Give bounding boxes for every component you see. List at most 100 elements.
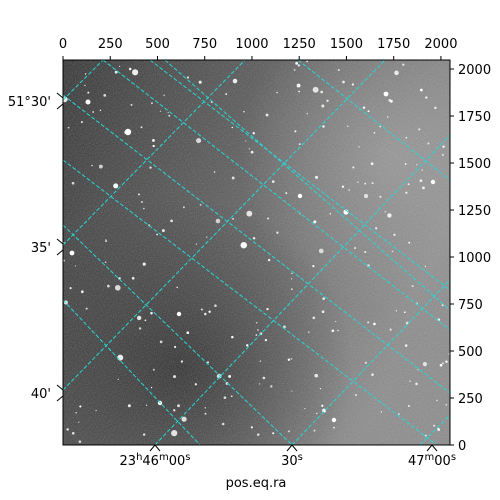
star <box>78 421 80 423</box>
star <box>132 69 139 76</box>
x-tick-label: 1250 <box>283 37 316 52</box>
star <box>243 110 245 113</box>
ra-tick-label: 47m00s <box>408 452 456 469</box>
star <box>105 240 108 243</box>
star <box>394 70 399 76</box>
star <box>118 65 121 67</box>
star <box>442 154 444 156</box>
star <box>140 126 143 129</box>
sky-image <box>63 60 450 445</box>
star <box>225 93 228 96</box>
star <box>371 373 374 376</box>
star <box>389 328 392 331</box>
star <box>248 148 250 150</box>
ra-tick-mark <box>286 444 298 452</box>
star <box>213 171 216 173</box>
star <box>114 284 121 291</box>
dec-tick-mark <box>56 92 64 110</box>
star <box>314 373 319 378</box>
star <box>258 383 261 385</box>
bright-star <box>124 128 132 136</box>
star <box>149 166 152 169</box>
star <box>409 380 411 382</box>
star <box>250 426 253 429</box>
star <box>215 218 221 224</box>
star <box>391 250 394 253</box>
star <box>194 383 197 386</box>
star <box>425 96 428 99</box>
star <box>294 130 297 133</box>
dec-grid-line <box>419 414 450 445</box>
star <box>341 185 345 188</box>
star <box>352 166 355 169</box>
star <box>408 241 411 244</box>
star <box>232 217 234 220</box>
star <box>316 412 318 415</box>
star <box>290 288 293 291</box>
star <box>117 354 124 361</box>
star <box>85 307 88 310</box>
star <box>290 357 293 360</box>
star <box>298 143 301 145</box>
star <box>348 189 350 191</box>
x-tick-label: 750 <box>192 37 217 52</box>
star <box>405 136 408 139</box>
star <box>228 374 232 378</box>
star <box>246 344 249 347</box>
star <box>321 310 325 314</box>
star <box>255 322 258 324</box>
star <box>103 93 107 97</box>
dec-grid-line <box>63 60 246 246</box>
star <box>214 304 217 307</box>
star <box>437 318 441 321</box>
x-axis-title: pos.eq.ra <box>226 476 287 491</box>
star <box>270 385 273 388</box>
star <box>181 416 187 422</box>
dec-tick-label: 51°30' <box>8 95 51 110</box>
star <box>173 375 176 379</box>
ra-tick-label: 23h46m00s <box>120 452 191 469</box>
star <box>287 430 290 433</box>
star <box>373 131 376 134</box>
star <box>304 408 306 410</box>
star <box>416 164 418 166</box>
star <box>296 83 301 88</box>
star <box>91 164 93 167</box>
ra-grid-line <box>63 299 201 445</box>
bright-star <box>383 91 389 97</box>
star <box>367 264 370 267</box>
star <box>393 233 396 236</box>
ra-tick-label: 30s <box>281 452 303 469</box>
star <box>419 88 423 92</box>
star <box>204 312 207 316</box>
star <box>69 286 72 290</box>
star <box>389 99 393 103</box>
star <box>230 395 233 398</box>
ra-grid-line <box>297 60 450 181</box>
dec-axis-left: 51°30' 35' 40' <box>8 92 64 402</box>
bright-star <box>331 417 337 423</box>
star <box>306 113 308 115</box>
star <box>131 276 135 280</box>
star <box>74 265 77 267</box>
star <box>347 125 349 127</box>
y-tick-label: 1750 <box>458 110 491 125</box>
star <box>276 231 279 234</box>
dec-grid-line <box>63 60 386 391</box>
star <box>272 432 275 435</box>
star <box>290 278 293 280</box>
star <box>422 186 425 190</box>
star <box>434 106 437 110</box>
star <box>312 86 319 93</box>
bright-star <box>297 193 303 199</box>
star <box>196 138 202 144</box>
star <box>285 192 288 195</box>
star <box>240 241 247 249</box>
star <box>252 237 256 240</box>
star <box>308 331 310 333</box>
star <box>320 90 324 94</box>
star <box>161 229 165 233</box>
star <box>113 183 119 189</box>
star <box>411 285 414 288</box>
star <box>163 94 165 97</box>
